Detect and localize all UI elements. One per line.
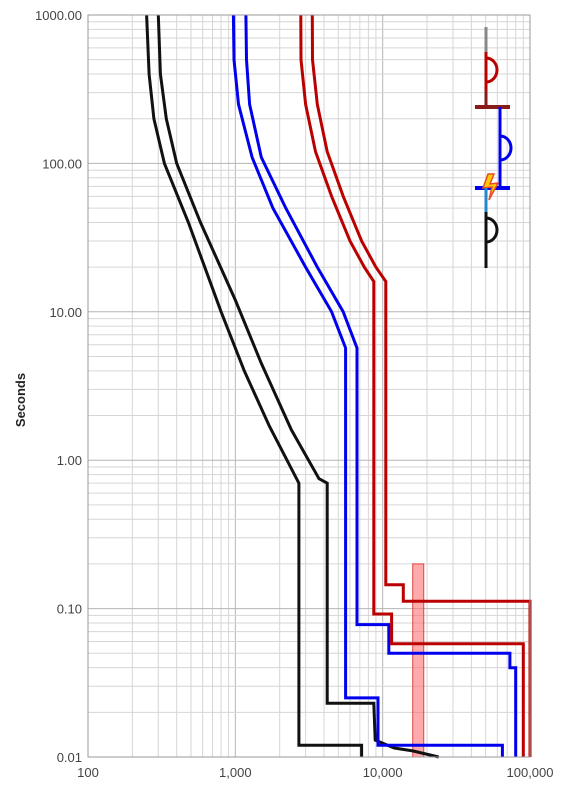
fault-lightning-icon <box>481 173 500 201</box>
series-curve-5 <box>299 14 525 757</box>
y-tick-label: 0.01 <box>57 750 82 765</box>
one-line-legend <box>475 27 513 268</box>
y-tick-label: 1.00 <box>57 453 82 468</box>
y-axis-title: Seconds <box>13 373 28 427</box>
plot-border <box>87 14 531 758</box>
x-tick-label: 1,000 <box>219 765 252 780</box>
x-tick-label: 100,000 <box>507 765 554 780</box>
highlight-band <box>412 563 425 758</box>
fuse-symbol-icon <box>485 56 499 84</box>
series-curve-3 <box>231 14 504 757</box>
relay-arc-icon <box>485 216 499 244</box>
series-curve-6 <box>310 14 532 757</box>
y-tick-label: 100.00 <box>42 156 82 171</box>
plot-frame <box>87 14 531 758</box>
y-tick-label: 10.00 <box>49 305 82 320</box>
y-tick-label: 1000.00 <box>35 8 82 23</box>
breaker-arc-icon <box>499 134 513 162</box>
series-curve-1 <box>145 14 364 757</box>
highlight-band-layer <box>412 563 425 758</box>
series-layer <box>145 14 532 759</box>
tick-labels: 100 1,000 10,000 100,000 0.01 0.10 1.00 10.00 10… <box>35 8 554 780</box>
x-tick-label: 10,000 <box>363 765 403 780</box>
series-curve-4 <box>244 14 518 757</box>
x-tick-label: 100 <box>77 765 99 780</box>
y-tick-label: 0.10 <box>57 602 82 617</box>
